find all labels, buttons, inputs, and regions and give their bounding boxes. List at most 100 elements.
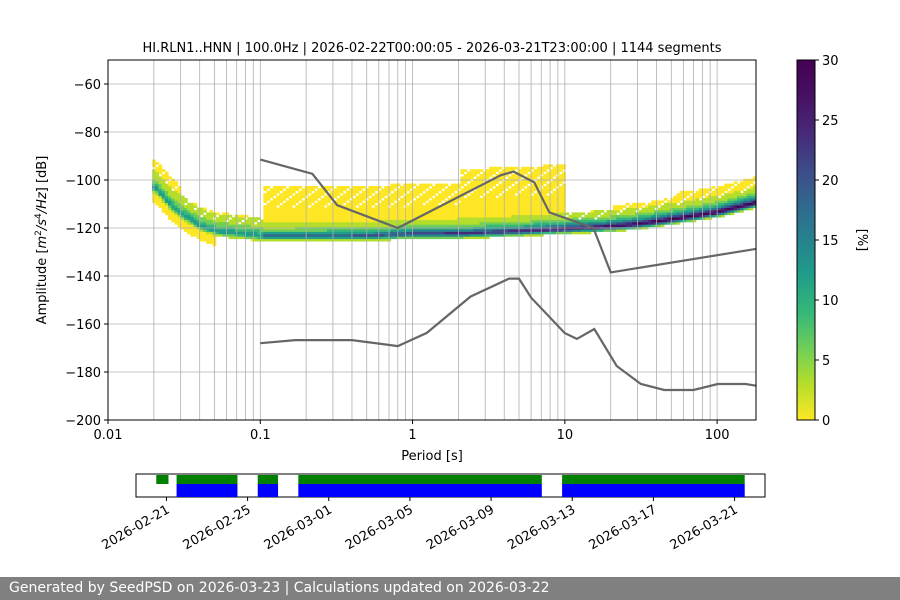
heatmap-cell bbox=[539, 207, 544, 211]
heatmap-cell bbox=[285, 238, 290, 242]
heatmap-cell bbox=[536, 198, 541, 201]
heatmap-cell bbox=[736, 205, 741, 208]
heatmap-cell bbox=[314, 195, 319, 199]
heatmap-cell bbox=[749, 205, 754, 208]
heatmap-cell bbox=[558, 205, 563, 208]
heatmap-cell bbox=[266, 186, 271, 189]
heatmap-cell bbox=[298, 234, 303, 237]
heatmap-cell bbox=[304, 190, 309, 194]
heatmap-cell bbox=[546, 205, 551, 208]
heatmap-cell bbox=[222, 229, 226, 232]
heatmap-cell bbox=[168, 181, 172, 184]
heatmap-cell bbox=[349, 234, 353, 237]
heatmap-cell bbox=[657, 202, 662, 206]
timeline-tick-label: 2026-03-17 bbox=[586, 502, 659, 553]
heatmap-cell bbox=[695, 193, 700, 196]
heatmap-cell bbox=[730, 207, 735, 211]
heatmap-cell bbox=[285, 224, 290, 228]
heatmap-cell bbox=[501, 169, 506, 172]
heatmap-cell bbox=[466, 236, 471, 240]
heatmap-cell bbox=[352, 231, 357, 235]
heatmap-cell bbox=[292, 188, 296, 192]
heatmap-cell bbox=[396, 217, 401, 220]
colorbar-tick-label: 0 bbox=[822, 414, 830, 429]
heatmap-cell bbox=[663, 202, 668, 206]
heatmap-cell bbox=[285, 212, 290, 216]
heatmap-cell bbox=[736, 200, 741, 204]
heatmap-cell bbox=[438, 195, 442, 199]
heatmap-cell bbox=[384, 198, 388, 201]
heatmap-cell bbox=[247, 234, 252, 237]
heatmap-cell bbox=[403, 202, 408, 206]
heatmap-cell bbox=[415, 229, 420, 232]
heatmap-cell bbox=[276, 224, 280, 228]
heatmap-cell bbox=[199, 210, 204, 213]
heatmap-cell bbox=[590, 214, 595, 218]
heatmap-cell bbox=[380, 236, 385, 240]
heatmap-cell bbox=[292, 217, 296, 220]
heatmap-cell bbox=[622, 214, 627, 218]
heatmap-cell bbox=[628, 217, 633, 220]
heatmap-cell bbox=[460, 210, 465, 213]
heatmap-cell bbox=[304, 224, 309, 228]
heatmap-cell bbox=[400, 212, 404, 216]
heatmap-cell bbox=[438, 188, 442, 192]
heatmap-cell bbox=[508, 222, 512, 225]
heatmap-cell bbox=[412, 212, 417, 216]
heatmap-cell bbox=[546, 222, 551, 225]
heatmap-cell bbox=[371, 222, 376, 225]
heatmap-cell bbox=[482, 171, 487, 175]
heatmap-cell bbox=[752, 195, 756, 199]
heatmap-cell bbox=[177, 193, 182, 196]
heatmap-cell bbox=[396, 205, 401, 208]
heatmap-cell bbox=[552, 166, 557, 170]
heatmap-cell bbox=[527, 195, 531, 199]
heatmap-cell bbox=[698, 188, 703, 192]
heatmap-cell bbox=[482, 217, 487, 220]
heatmap-cell bbox=[628, 219, 633, 223]
heatmap-cell bbox=[552, 207, 557, 211]
heatmap-cell bbox=[380, 207, 385, 211]
heatmap-cell bbox=[346, 222, 350, 225]
heatmap-cell bbox=[714, 190, 719, 194]
heatmap-cell bbox=[307, 188, 312, 192]
heatmap-cell bbox=[562, 214, 566, 218]
heatmap-cell bbox=[527, 222, 531, 225]
heatmap-cell bbox=[511, 174, 516, 177]
heatmap-cell bbox=[489, 171, 493, 175]
heatmap-cell bbox=[422, 210, 427, 213]
heatmap-cell bbox=[692, 219, 697, 223]
heatmap-cell bbox=[469, 210, 474, 213]
heatmap-cell bbox=[508, 234, 512, 237]
heatmap-cell bbox=[257, 238, 261, 242]
heatmap-cell bbox=[241, 234, 245, 237]
heatmap-cell bbox=[543, 176, 547, 180]
heatmap-cell bbox=[473, 195, 477, 199]
heatmap-cell bbox=[374, 214, 379, 218]
colorbar-tick-label: 15 bbox=[822, 234, 839, 249]
heatmap-cell bbox=[457, 222, 462, 225]
heatmap-cell bbox=[727, 190, 732, 194]
heatmap-cell bbox=[187, 217, 191, 220]
heatmap-cell bbox=[225, 212, 230, 216]
heatmap-cell bbox=[609, 222, 614, 225]
heatmap-cell bbox=[409, 198, 414, 201]
heatmap-cell bbox=[384, 205, 388, 208]
heatmap-cell bbox=[339, 207, 344, 211]
heatmap-cell bbox=[663, 198, 668, 201]
heatmap-cell bbox=[682, 214, 687, 218]
heatmap-cell bbox=[705, 210, 709, 213]
heatmap-cell bbox=[466, 205, 471, 208]
heatmap-cell bbox=[476, 176, 481, 180]
heatmap-cell bbox=[292, 210, 296, 213]
heatmap-cell bbox=[292, 186, 296, 189]
heatmap-cell bbox=[663, 217, 668, 220]
heatmap-cell bbox=[155, 188, 160, 192]
heatmap-cell bbox=[441, 224, 446, 228]
heatmap-cell bbox=[476, 181, 481, 184]
heatmap-cell bbox=[435, 217, 439, 220]
heatmap-cell bbox=[457, 214, 462, 218]
heatmap-cell bbox=[593, 210, 598, 213]
heatmap-cell bbox=[419, 183, 423, 187]
heatmap-cell bbox=[304, 217, 309, 220]
